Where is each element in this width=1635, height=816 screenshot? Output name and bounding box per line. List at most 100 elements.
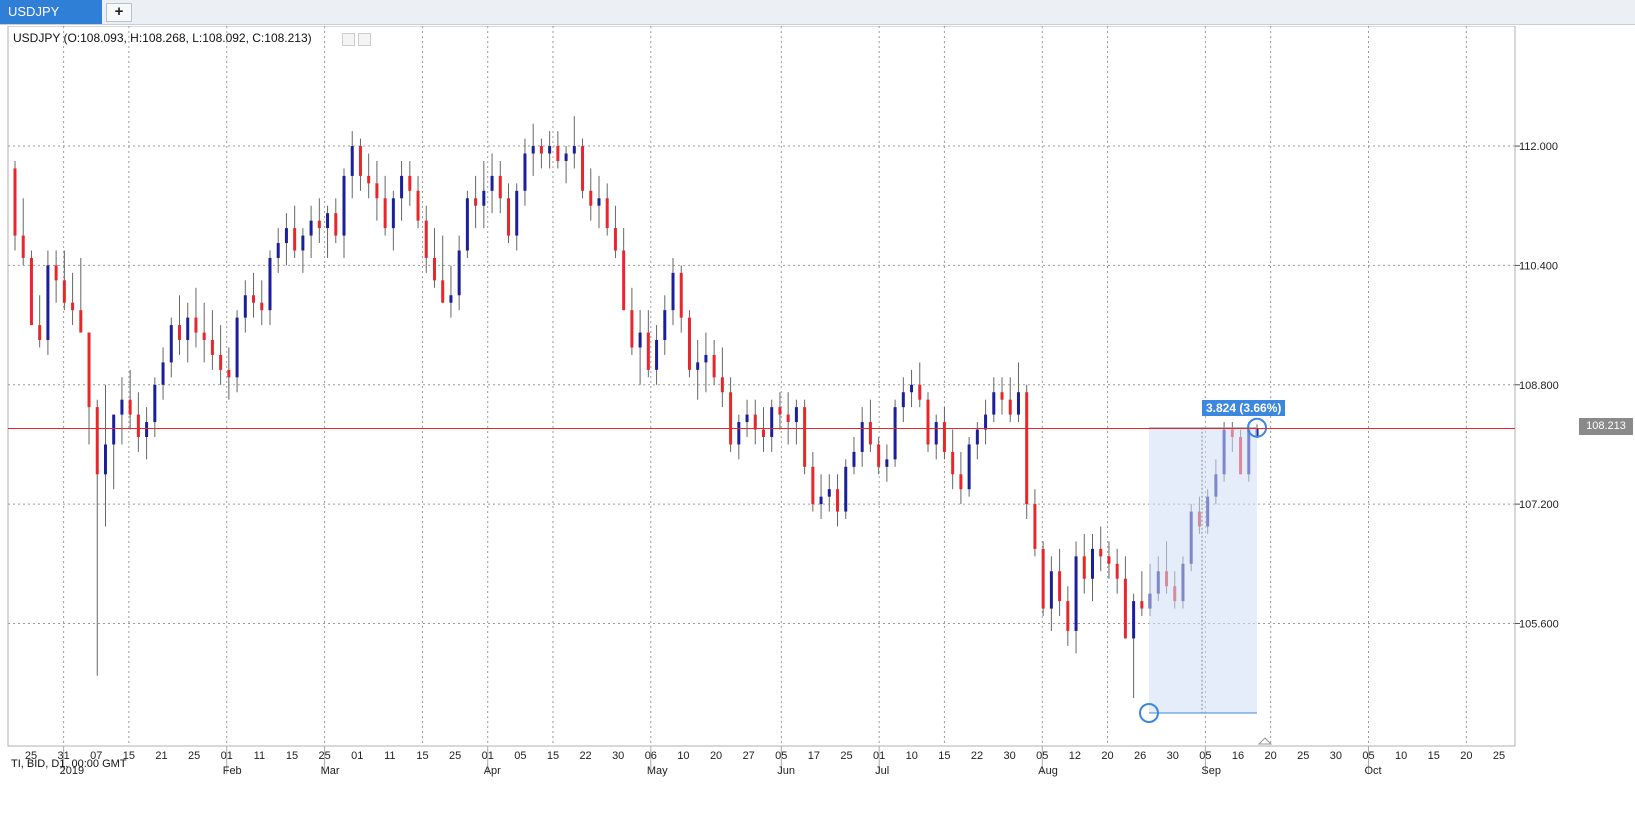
candle-body (655, 340, 659, 370)
candle-body (194, 317, 198, 333)
measure-end-handle[interactable] (1247, 417, 1267, 438)
candle-body (284, 228, 288, 244)
candle-body (383, 198, 387, 229)
x-month-label: Jun (777, 765, 795, 777)
candle-body (120, 399, 124, 415)
close-icon[interactable] (358, 33, 371, 46)
candle-body (490, 175, 494, 191)
candle-body (893, 407, 897, 460)
x-month-label: Mar (321, 765, 340, 777)
candle-body (827, 489, 831, 497)
candle-body (62, 280, 66, 303)
candle-body (811, 466, 815, 505)
candle-body (276, 243, 280, 258)
candle-body (836, 489, 840, 512)
x-tick-label: 30 (612, 750, 624, 762)
x-tick-label: 25 (1297, 750, 1309, 762)
candle-body (523, 153, 527, 191)
candle-body (745, 414, 749, 423)
candle-body (1090, 548, 1094, 579)
x-tick-label: 17 (808, 750, 820, 762)
x-month-label: Oct (1365, 765, 1382, 777)
price-axis: 112.000 110.400 108.800 107.200 105.600 (1515, 141, 1559, 630)
candle-body (1066, 601, 1070, 631)
x-month-label: 2019 (60, 765, 84, 777)
collapse-icon[interactable] (342, 33, 355, 46)
candle-body (556, 146, 560, 161)
candle-body (885, 459, 889, 467)
candle-body (342, 175, 346, 236)
candle-body (942, 422, 946, 452)
candle-body (984, 414, 988, 430)
candle-body (761, 429, 765, 437)
candle-body (227, 369, 231, 378)
candle-body (79, 310, 83, 333)
measure-start-handle[interactable] (1139, 703, 1159, 723)
y-tick-label: 110.400 (1519, 260, 1558, 272)
candle-body (696, 362, 700, 370)
candle-body (934, 422, 938, 445)
candle-body (317, 220, 321, 229)
candle-body (161, 362, 165, 385)
candle-body (613, 228, 617, 251)
candle-body (729, 392, 733, 445)
candle-body (391, 198, 395, 229)
x-tick-label: 07 (90, 750, 102, 762)
candle-body (679, 272, 683, 318)
candle-body (671, 272, 675, 311)
candle-body (449, 295, 453, 303)
candle-body (852, 451, 856, 467)
candle-body (630, 310, 634, 348)
tab-usdjpy[interactable]: USDJPY (0, 0, 102, 24)
candle-body (400, 175, 404, 199)
candle-body (646, 332, 650, 370)
candle-body (210, 340, 214, 355)
candle-body (29, 257, 33, 326)
candle-body (638, 332, 642, 348)
x-tick-label: 15 (547, 750, 559, 762)
current-price-label: 108.213 (1579, 418, 1633, 435)
candle-body (358, 146, 362, 176)
candle-body (128, 399, 132, 415)
candle-body (408, 175, 412, 191)
candle-body (622, 250, 626, 311)
x-month-label: Sep (1201, 765, 1221, 777)
candle-body (564, 153, 568, 161)
candle-body (860, 422, 864, 452)
x-month-label: May (647, 765, 668, 777)
grid (8, 26, 1515, 746)
candle-body (877, 444, 881, 467)
chart-area[interactable]: 112.000 110.400 108.800 107.200 105.600 25 31… (5, 25, 1635, 811)
candle-body (507, 198, 511, 236)
x-tick-label: 15 (938, 750, 950, 762)
candle-body (515, 190, 519, 236)
candle-body (416, 190, 420, 221)
candle-body (1082, 556, 1086, 579)
x-tick-label: 11 (384, 750, 395, 762)
candle-body (1132, 601, 1136, 639)
candle-body (819, 496, 823, 505)
candle-body (350, 146, 354, 176)
y-tick-label: 105.600 (1519, 618, 1559, 630)
candle-body (926, 399, 930, 445)
x-tick-label: 20 (710, 750, 722, 762)
x-tick-label: 16 (1232, 750, 1244, 762)
candle-body (803, 407, 807, 467)
candle-body (704, 354, 708, 363)
x-tick-label: 10 (1395, 750, 1407, 762)
candle-body (87, 332, 91, 408)
x-month-label: Apr (484, 765, 501, 777)
scroll-marker-icon[interactable] (1257, 737, 1273, 745)
candle-body (474, 198, 478, 206)
candle-body (268, 257, 272, 311)
x-tick-label: 10 (677, 750, 689, 762)
candle-body (178, 325, 182, 341)
candle-body (432, 257, 436, 281)
candle-body (1107, 556, 1111, 564)
x-tick-label: 20 (1101, 750, 1113, 762)
measure-tool[interactable] (1139, 417, 1267, 723)
add-tab-button[interactable]: + (106, 3, 132, 22)
candle-body (959, 474, 963, 490)
measure-area (1149, 427, 1257, 713)
